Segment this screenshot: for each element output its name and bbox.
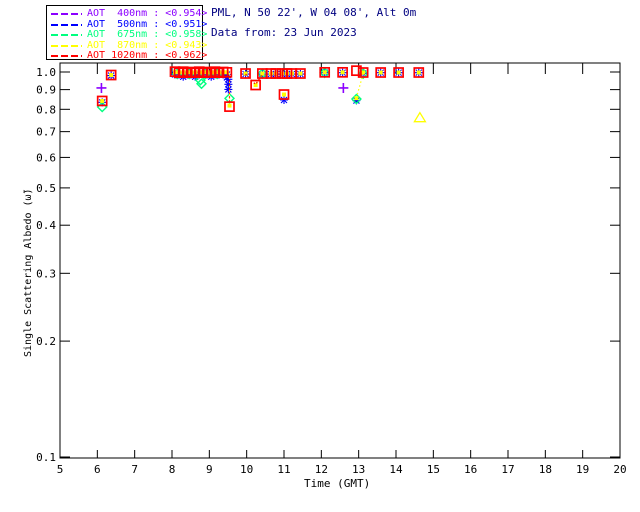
legend-label: AOT 675nm : <0.958>	[87, 29, 208, 40]
svg-text:0.1: 0.1	[36, 451, 56, 464]
legend-label: AOT 400nm : <0.954>	[87, 8, 208, 19]
series-aot-400nm	[96, 82, 349, 93]
svg-text:9: 9	[206, 463, 213, 476]
date-subtitle: Data from: 23 Jun 2023	[211, 26, 357, 39]
legend-label: AOT 870nm : <0.943>	[87, 39, 208, 51]
legend-box: AOT 400nm : <0.954> AOT 500nm : <0.951> AO…	[46, 5, 207, 61]
svg-text:0.2: 0.2	[36, 335, 56, 348]
svg-text:19: 19	[576, 463, 589, 476]
svg-text:20: 20	[613, 463, 626, 476]
svg-text:0.7: 0.7	[36, 126, 56, 139]
series-aot-1020nm	[96, 65, 425, 112]
legend-item: AOT 400nm : <0.954>	[51, 9, 207, 19]
site-title: PML, N 50 22', W 04 08', Alt 0m	[211, 6, 417, 19]
legend-item: AOT 1020nm : <0.962>	[51, 51, 207, 61]
legend-label: AOT 1020nm : <0.962>	[87, 50, 208, 61]
svg-text:12: 12	[315, 463, 328, 476]
legend-line-swatch	[51, 55, 82, 57]
legend-line-swatch	[51, 23, 82, 26]
svg-text:1.0: 1.0	[36, 66, 56, 79]
axes: 5 6 7 8 9 10 11 12 13 14 15 16 17 18 19 20 1.0 0.9 0.8 0.7 0…	[36, 62, 627, 476]
svg-text:15: 15	[427, 463, 440, 476]
legend-line-swatch	[51, 34, 82, 36]
legend-item: AOT 675nm : <0.958>	[51, 30, 207, 40]
svg-text:11: 11	[277, 463, 290, 476]
svg-text:17: 17	[501, 463, 514, 476]
legend-line-swatch	[51, 44, 82, 47]
svg-text:0.9: 0.9	[36, 84, 56, 97]
plot-titles: PML, N 50 22', W 04 08', Alt 0m Data fro…	[211, 6, 416, 46]
svg-text:16: 16	[464, 463, 477, 476]
svg-text:13: 13	[352, 463, 365, 476]
svg-text:7: 7	[131, 463, 138, 476]
svg-text:0.4: 0.4	[36, 219, 56, 232]
svg-text:14: 14	[389, 463, 403, 476]
legend-label: AOT 500nm : <0.951>	[87, 18, 208, 30]
legend-item: AOT 870nm : <0.943>	[51, 40, 207, 51]
svg-text:0.6: 0.6	[36, 151, 56, 164]
svg-text:18: 18	[539, 463, 552, 476]
svg-text:6: 6	[94, 463, 101, 476]
series-aot-675nm	[96, 67, 369, 113]
svg-text:0.3: 0.3	[36, 267, 56, 280]
x-axis-label: Time (GMT)	[304, 477, 371, 490]
svg-text:5: 5	[57, 463, 64, 476]
legend-line-swatch	[51, 13, 82, 15]
svg-text:10: 10	[240, 463, 253, 476]
svg-text:0.8: 0.8	[36, 103, 56, 116]
svg-text:8: 8	[169, 463, 176, 476]
svg-text:0.5: 0.5	[36, 182, 56, 195]
legend-item: AOT 500nm : <0.951>	[51, 19, 207, 30]
y-axis-label: Single Scattering Albedo (ω̃)	[23, 188, 34, 357]
